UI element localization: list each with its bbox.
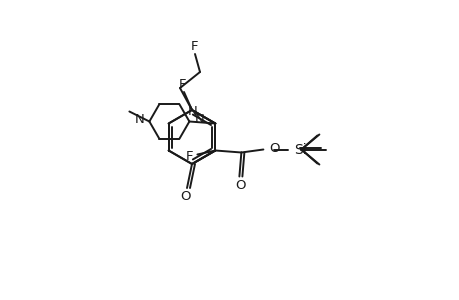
- Text: N: N: [194, 113, 204, 126]
- Text: F: F: [191, 40, 198, 52]
- Text: F: F: [185, 150, 193, 163]
- Text: O: O: [180, 190, 191, 203]
- Text: F: F: [179, 77, 186, 91]
- Text: O: O: [269, 142, 279, 155]
- Text: O: O: [235, 179, 245, 192]
- Text: N: N: [134, 113, 144, 126]
- Text: N: N: [188, 104, 197, 118]
- Text: Si: Si: [294, 142, 306, 157]
